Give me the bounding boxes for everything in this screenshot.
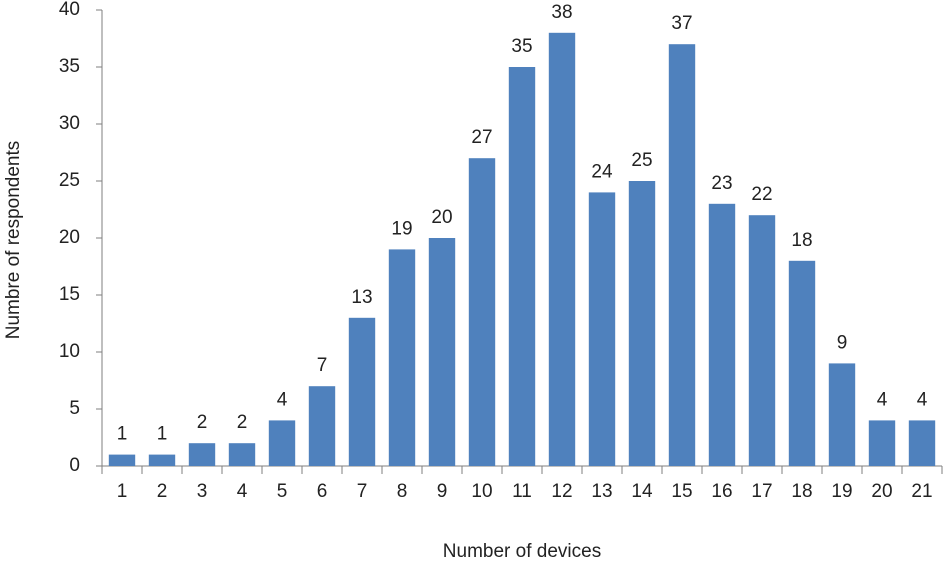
value-label: 27 bbox=[471, 127, 492, 148]
x-tick-label: 20 bbox=[871, 481, 892, 502]
x-tick-label: 14 bbox=[631, 481, 653, 502]
value-label: 2 bbox=[197, 412, 208, 433]
value-label: 4 bbox=[277, 389, 288, 410]
bar bbox=[788, 260, 816, 466]
bar bbox=[468, 158, 496, 466]
x-tick-label: 2 bbox=[157, 481, 168, 502]
x-tick-label: 5 bbox=[277, 481, 288, 502]
value-label: 24 bbox=[591, 161, 613, 182]
bar bbox=[348, 317, 376, 466]
value-label: 38 bbox=[551, 2, 572, 23]
y-tick-label: 0 bbox=[69, 455, 80, 476]
x-tick-label: 18 bbox=[791, 481, 812, 502]
x-tick-label: 21 bbox=[911, 481, 932, 502]
bar bbox=[828, 363, 856, 466]
x-tick-label: 6 bbox=[317, 481, 328, 502]
y-axis-title: Numbre of respondents bbox=[3, 141, 24, 340]
value-label: 4 bbox=[917, 389, 928, 410]
value-label: 2 bbox=[237, 412, 248, 433]
x-tick-label: 1 bbox=[117, 481, 128, 502]
x-tick-label: 10 bbox=[471, 481, 492, 502]
y-tick-label: 15 bbox=[59, 284, 80, 305]
x-tick-label: 7 bbox=[357, 481, 368, 502]
bar bbox=[628, 181, 656, 466]
value-label: 18 bbox=[791, 230, 812, 251]
bar bbox=[748, 215, 776, 466]
x-tick-label: 3 bbox=[197, 481, 208, 502]
bar bbox=[268, 420, 296, 466]
value-label: 22 bbox=[751, 184, 772, 205]
value-label: 37 bbox=[671, 13, 692, 34]
x-tick-label: 13 bbox=[591, 481, 612, 502]
y-tick-label: 5 bbox=[69, 398, 80, 419]
bar bbox=[708, 203, 736, 467]
x-tick-label: 12 bbox=[551, 481, 572, 502]
value-label: 25 bbox=[631, 150, 652, 171]
value-label: 4 bbox=[877, 389, 888, 410]
y-tick-label: 20 bbox=[59, 227, 80, 248]
x-tick-label: 16 bbox=[711, 481, 732, 502]
y-tick-label: 25 bbox=[59, 170, 80, 191]
value-label: 23 bbox=[711, 173, 732, 194]
bar bbox=[668, 44, 696, 466]
bar bbox=[228, 443, 256, 466]
bar bbox=[148, 454, 176, 466]
bar bbox=[908, 420, 936, 466]
x-tick-label: 9 bbox=[437, 481, 448, 502]
value-label: 13 bbox=[351, 287, 372, 308]
value-label: 35 bbox=[511, 36, 532, 57]
x-tick-label: 17 bbox=[751, 481, 772, 502]
bar bbox=[548, 32, 576, 467]
x-tick-label: 4 bbox=[237, 481, 248, 502]
bar bbox=[588, 192, 616, 466]
value-label: 1 bbox=[157, 424, 168, 445]
bar bbox=[188, 443, 216, 466]
bar bbox=[308, 386, 336, 466]
value-label: 9 bbox=[837, 332, 848, 353]
bar bbox=[428, 238, 456, 466]
y-tick-label: 30 bbox=[59, 113, 80, 134]
y-tick-label: 10 bbox=[59, 341, 80, 362]
bar bbox=[868, 420, 896, 466]
value-label: 7 bbox=[317, 355, 328, 376]
x-axis-title: Number of devices bbox=[443, 541, 601, 562]
x-tick-label: 8 bbox=[397, 481, 408, 502]
x-tick-label: 15 bbox=[671, 481, 692, 502]
x-tick-label: 19 bbox=[831, 481, 852, 502]
value-label: 20 bbox=[431, 207, 452, 228]
x-tick-label: 11 bbox=[512, 481, 532, 502]
y-tick-label: 40 bbox=[59, 0, 80, 20]
value-label: 1 bbox=[117, 424, 128, 445]
y-tick-label: 35 bbox=[59, 56, 80, 77]
bar bbox=[108, 454, 136, 466]
value-label: 19 bbox=[391, 218, 412, 239]
bar bbox=[388, 249, 416, 466]
bar bbox=[508, 67, 536, 466]
